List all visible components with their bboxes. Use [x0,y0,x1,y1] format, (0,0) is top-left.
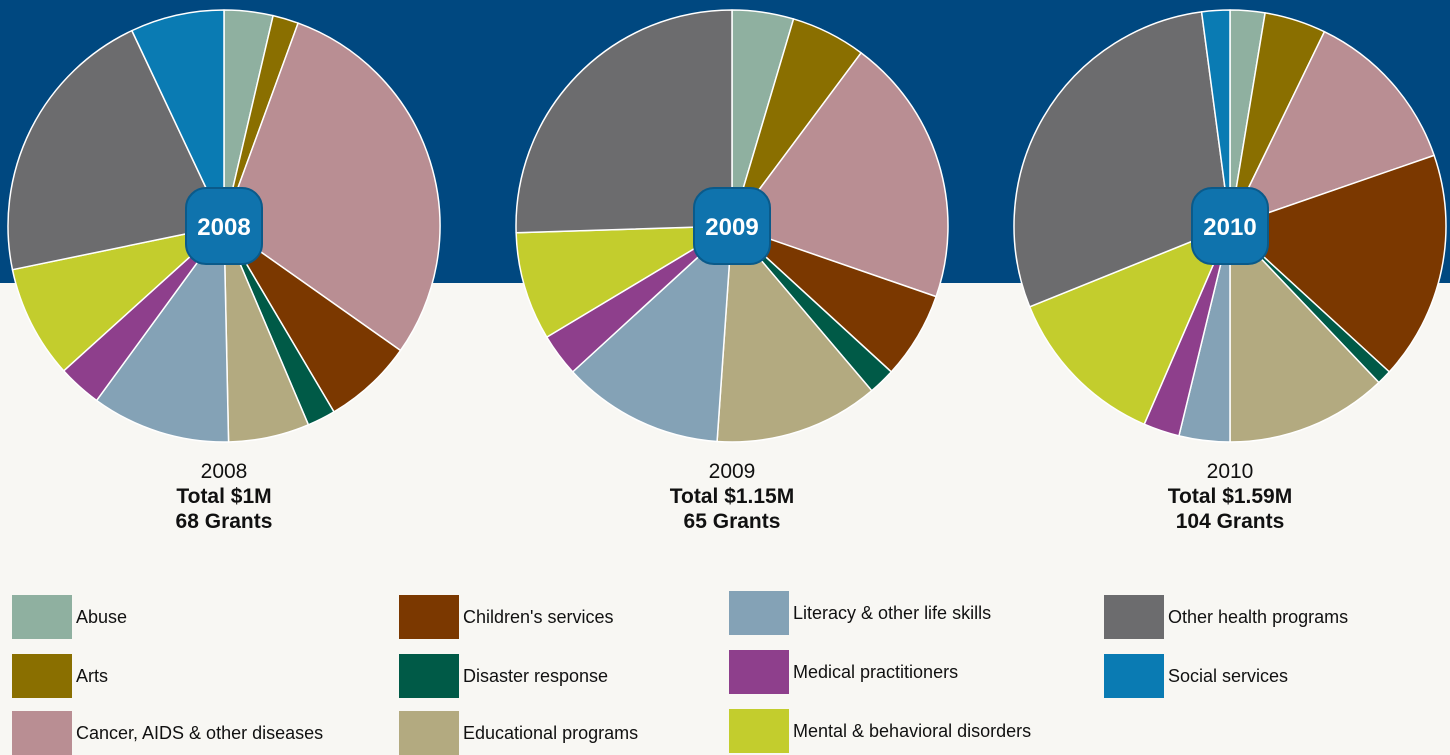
caption-total: Total $1.59M [1167,485,1293,508]
pie-slice-educational-programs [716,225,873,443]
pie-slice-other-health [515,9,733,234]
caption-2009: 2009 Total $1.15M 65 Grants [582,460,882,534]
year-badge-background [1191,187,1269,265]
caption-grants: 68 Grants [175,510,273,533]
pie-slice-cancer [1229,30,1435,227]
caption-2010: 2010 Total $1.59M 104 Grants [1080,460,1380,534]
year-badge: 2008 [185,187,263,265]
year-badge: 2010 [1191,187,1269,265]
legend-swatch [1104,654,1164,698]
legend-swatch [12,595,72,639]
legend-label: Children's services [463,607,614,627]
year-badge-background [185,187,263,265]
caption-2008: 2008 Total $1M 68 Grants [74,460,374,534]
legend-swatch [399,595,459,639]
pie-slice-social-services [131,9,225,227]
legend-swatch [729,650,789,694]
pie-slice-cancer [731,52,949,298]
caption-grants: 104 Grants [1175,510,1285,533]
legend-swatch [399,711,459,755]
caption-total: Total $1M [176,485,272,508]
legend-label: Educational programs [463,723,639,743]
pie-slice-other-health [7,29,225,271]
legend-swatch [729,709,789,753]
legend-label: Medical practitioners [793,662,959,682]
pie-slice-educational-programs [1229,225,1380,443]
legend-label: Literacy & other life skills [793,603,992,623]
caption-year: 2009 [708,460,756,483]
year-badge-background [693,187,771,265]
year-badge-label: 2008 [197,214,250,241]
pie-slice-other-health [1013,11,1231,308]
pie-2008: 2008 [7,9,441,443]
year-badge-label: 2009 [705,214,758,241]
caption-grants: 65 Grants [683,510,781,533]
pie-slice-mental-behavioral [11,225,225,372]
legend-label: Other health programs [1168,607,1349,627]
legend-swatch [729,591,789,635]
pie-slice-literacy [95,225,230,443]
pie-charts: 2008 2009 2010 [7,9,1447,443]
pie-slice-childrens-services [1229,154,1447,373]
legend-swatch [12,711,72,755]
pie-slice-social-services [1200,9,1231,227]
caption-year: 2008 [200,460,248,483]
pie-2010: 2010 [1013,9,1447,443]
legend-swatch [12,654,72,698]
legend-swatch [1104,595,1164,639]
pie-2009: 2009 [515,9,949,443]
year-badge: 2009 [693,187,771,265]
caption-total: Total $1.15M [669,485,795,508]
caption-year: 2010 [1206,460,1254,483]
legend-label: Disaster response [463,666,609,686]
legend-label: Arts [76,666,109,686]
pie-slice-literacy [571,225,733,443]
pie-slice-cancer [223,22,441,352]
pie-slice-mental-behavioral [1028,225,1231,425]
legend-swatch [399,654,459,698]
legend-label: Mental & behavioral disorders [793,721,1032,741]
legend-label: Abuse [76,607,128,627]
year-badge-label: 2010 [1203,214,1256,241]
legend-label: Social services [1168,666,1289,686]
pie-slice-mental-behavioral [515,225,733,338]
legend-label: Cancer, AIDS & other diseases [76,723,324,743]
